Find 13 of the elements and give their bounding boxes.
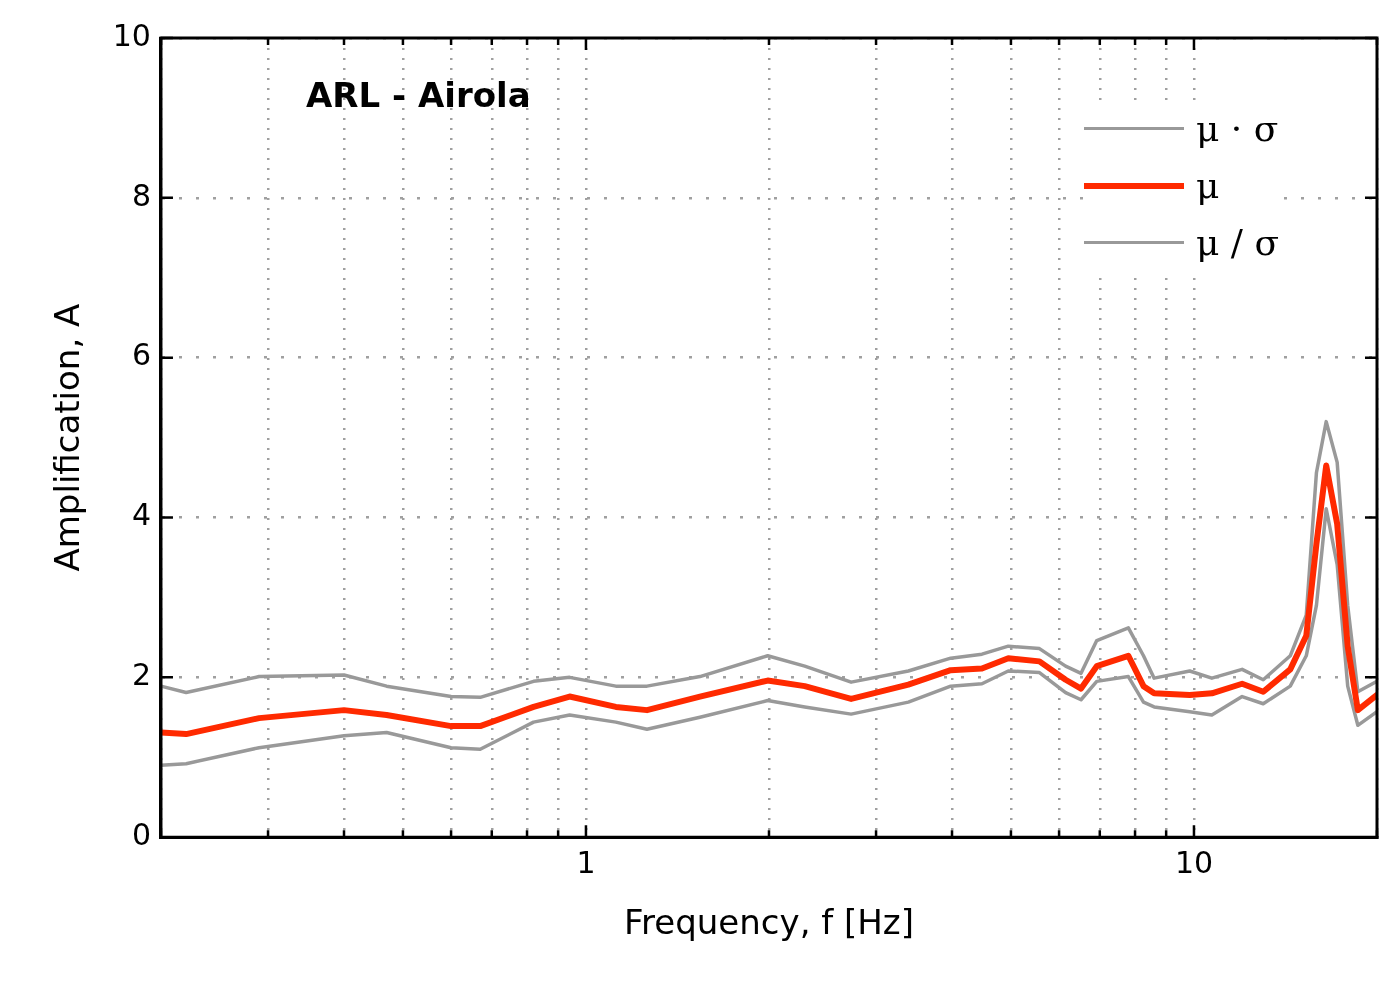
- y-tick-label: 8: [131, 177, 151, 213]
- legend-label: μ: [1196, 165, 1220, 206]
- text: ARL - Airola: [305, 74, 531, 115]
- y-tick-label: 10: [112, 17, 151, 53]
- y-tick-label: 6: [131, 337, 151, 373]
- y-axis-title: Amplification, A: [47, 303, 88, 572]
- y-tick-label: 4: [131, 497, 151, 533]
- legend-label: μ · σ: [1196, 108, 1279, 149]
- y-tick-label: 2: [131, 657, 151, 693]
- y-tick-label: 0: [131, 817, 151, 852]
- legend-label: μ / σ: [1196, 222, 1279, 263]
- x-axis-title: Frequency, f [Hz]: [623, 902, 914, 943]
- x-tick-label: 1: [576, 845, 596, 880]
